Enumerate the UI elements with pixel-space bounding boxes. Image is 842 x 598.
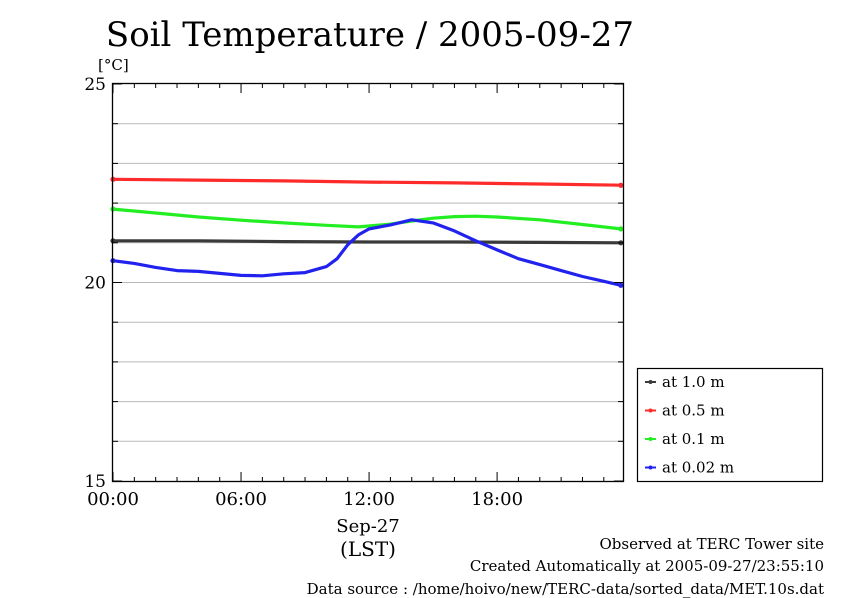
series-point: [618, 182, 624, 188]
series-point: [618, 226, 624, 232]
site-note: Observed at TERC Tower site: [599, 535, 824, 553]
legend-marker: [648, 408, 653, 413]
series-line-2: [111, 207, 623, 231]
x-tick-label: 06:00: [215, 489, 267, 510]
y-axis-label: [°C]: [98, 56, 129, 74]
y-tick-label: 15: [84, 472, 106, 492]
series-point: [618, 282, 624, 288]
legend-label: at 0.1 m: [662, 430, 725, 448]
axis-ticks: [112, 83, 623, 482]
x-tick-label: 12:00: [343, 489, 395, 510]
source-note: Data source : /home/hoivo/new/TERC-data/…: [306, 580, 824, 598]
legend-label: at 0.02 m: [662, 459, 734, 477]
x-axis-date-label: Sep-27: [336, 516, 400, 537]
plot-frame: [111, 82, 625, 483]
x-tick-label: 18:00: [471, 489, 523, 510]
legend-marker: [648, 380, 653, 384]
x-tick-label: 00:00: [87, 489, 139, 510]
legend-marker: [648, 437, 653, 441]
y-tick-label: 20: [84, 274, 106, 294]
created-note: Created Automatically at 2005-09-27/23:5…: [469, 557, 824, 575]
legend: at 1.0 m at 0.5 m at 0.1 m at 0.02 m: [636, 367, 824, 483]
tick-labels: 15 20 25 00:00 06:00 12:00 18:00: [84, 75, 523, 510]
x-axis-label: (LST): [340, 537, 396, 561]
legend-label: at 1.0 m: [662, 373, 725, 391]
gridlines: [113, 123, 623, 442]
y-tick-label: 25: [84, 75, 106, 95]
series-line-3: [111, 218, 623, 287]
series-line-1: [111, 177, 623, 187]
legend-label: at 0.5 m: [662, 402, 725, 420]
series-lines: [110, 176, 624, 288]
series-line-0: [111, 239, 623, 245]
chart-title: Soil Temperature / 2005-09-27: [106, 15, 634, 55]
legend-box: [636, 367, 824, 483]
legend-marker: [648, 465, 653, 470]
